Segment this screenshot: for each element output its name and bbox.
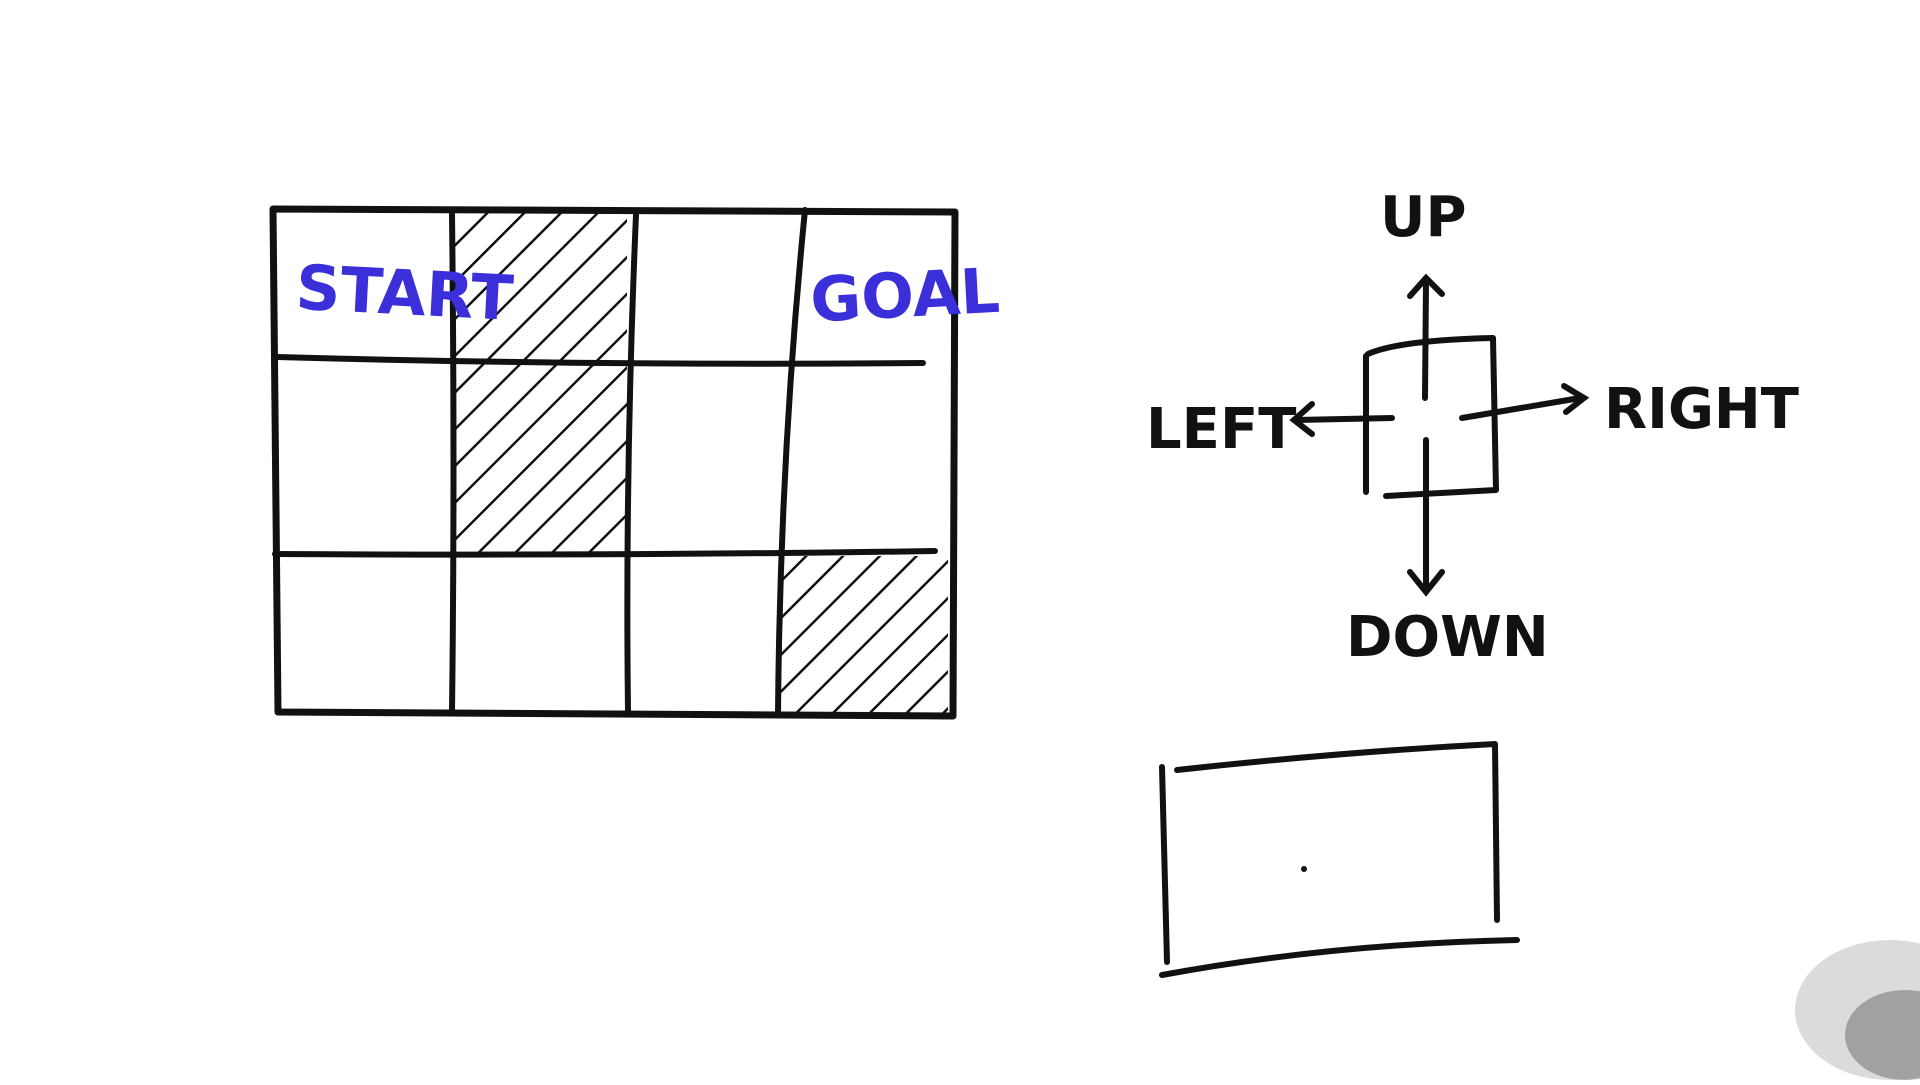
start-label: START (294, 251, 515, 335)
goal-label: GOAL (809, 254, 1002, 337)
blocked-cell-r2-c3 (780, 556, 948, 714)
marker-shadow (1795, 940, 1920, 1080)
grid-col-line-3 (775, 207, 808, 717)
action-diagram: UP DOWN LEFT RIGHT (1146, 185, 1799, 670)
grid-border (269, 205, 959, 720)
answer-box-outline (1159, 741, 1520, 978)
grid-row-line-2 (272, 548, 938, 558)
down-label: DOWN (1346, 605, 1549, 670)
grid-col-line-2 (624, 212, 639, 715)
blocked-cell-r1-c1 (455, 362, 627, 556)
blocked-cell-r0-c1 (455, 210, 627, 362)
center-dot (1301, 866, 1307, 872)
right-arrow (1459, 383, 1590, 421)
left-label: LEFT (1146, 397, 1296, 462)
down-arrow (1407, 437, 1445, 597)
left-arrow (1289, 401, 1395, 437)
up-arrow (1407, 273, 1445, 401)
grid-col-line-1 (449, 211, 457, 715)
up-label: UP (1380, 185, 1467, 250)
grid-row-line-1 (274, 354, 926, 367)
right-label: RIGHT (1604, 377, 1799, 442)
grid-world: START GOAL (269, 205, 1002, 720)
answer-box (1159, 741, 1520, 978)
